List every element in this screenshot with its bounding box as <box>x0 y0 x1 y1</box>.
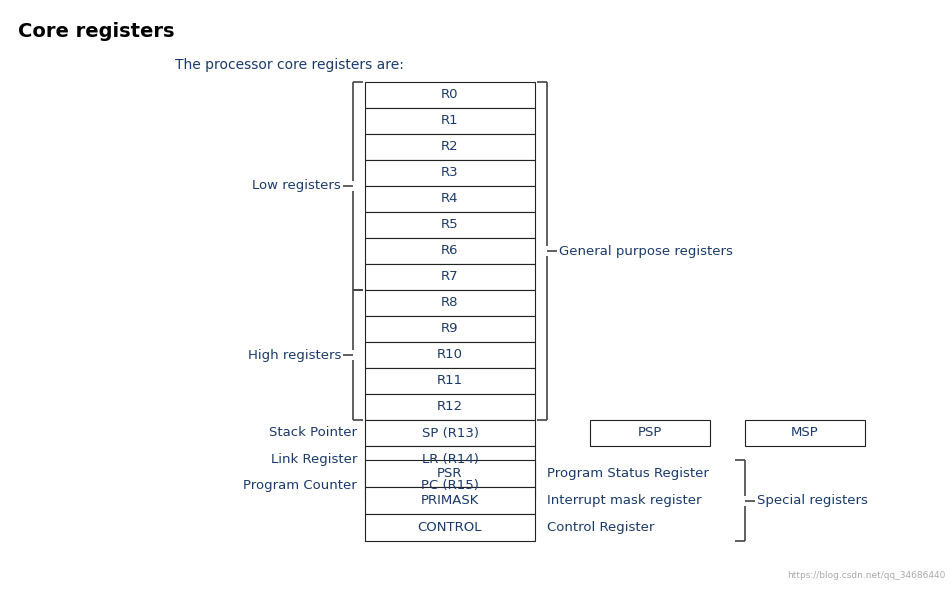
Bar <box>365 342 535 368</box>
Bar <box>365 290 535 316</box>
Text: R10: R10 <box>437 349 463 362</box>
Text: Control Register: Control Register <box>547 521 654 534</box>
Bar <box>365 446 535 472</box>
Bar <box>365 514 535 541</box>
Bar <box>365 108 535 134</box>
Bar <box>365 160 535 186</box>
Text: R8: R8 <box>441 296 458 309</box>
Bar <box>365 238 535 264</box>
Bar <box>365 82 535 108</box>
Text: https://blog.csdn.net/qq_34686440: https://blog.csdn.net/qq_34686440 <box>786 571 945 580</box>
Text: CONTROL: CONTROL <box>417 521 482 534</box>
Text: PRIMASK: PRIMASK <box>420 494 479 507</box>
Text: R0: R0 <box>441 88 458 101</box>
Text: R12: R12 <box>437 401 463 414</box>
Text: R3: R3 <box>441 166 458 179</box>
Text: R4: R4 <box>441 193 458 206</box>
Text: Special registers: Special registers <box>757 494 868 507</box>
Text: Stack Pointer: Stack Pointer <box>269 427 357 439</box>
Bar <box>365 472 535 498</box>
Bar <box>365 368 535 394</box>
Text: PC (R15): PC (R15) <box>421 479 479 492</box>
Text: MSP: MSP <box>791 427 819 439</box>
Text: Program Counter: Program Counter <box>243 479 357 492</box>
Text: Core registers: Core registers <box>18 22 174 41</box>
Bar <box>365 420 535 446</box>
Bar <box>365 264 535 290</box>
Text: Interrupt mask register: Interrupt mask register <box>547 494 702 507</box>
Bar <box>365 316 535 342</box>
Bar <box>365 394 535 420</box>
Text: R1: R1 <box>441 114 458 128</box>
Text: High registers: High registers <box>247 349 341 362</box>
Bar <box>365 212 535 238</box>
Text: The processor core registers are:: The processor core registers are: <box>175 58 404 72</box>
Text: R5: R5 <box>441 219 458 231</box>
Text: Program Status Register: Program Status Register <box>547 467 708 480</box>
Bar <box>365 134 535 160</box>
Text: R2: R2 <box>441 141 458 154</box>
Text: R7: R7 <box>441 271 458 284</box>
Text: R9: R9 <box>441 322 458 336</box>
Bar <box>365 186 535 212</box>
Text: PSR: PSR <box>437 467 463 480</box>
Text: R6: R6 <box>441 244 458 257</box>
Bar <box>590 420 710 446</box>
Text: Link Register: Link Register <box>271 452 357 465</box>
Bar <box>745 420 865 446</box>
Text: Low registers: Low registers <box>252 179 341 193</box>
Text: LR (R14): LR (R14) <box>421 452 478 465</box>
Bar <box>365 460 535 487</box>
Bar <box>365 487 535 514</box>
Text: SP (R13): SP (R13) <box>421 427 478 439</box>
Text: PSP: PSP <box>638 427 662 439</box>
Text: R11: R11 <box>437 374 463 387</box>
Text: General purpose registers: General purpose registers <box>559 244 733 257</box>
